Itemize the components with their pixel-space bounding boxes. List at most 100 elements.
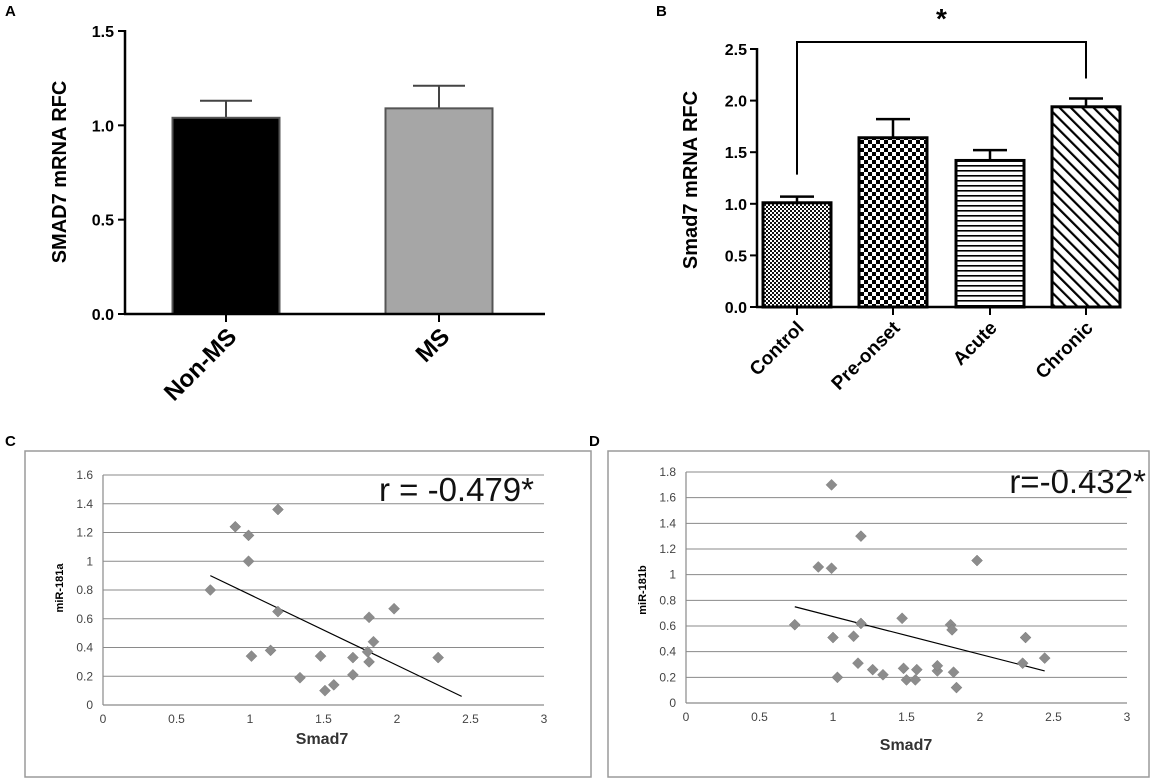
panel-c-y-tick-label: 1 [86,554,93,568]
panel-c-x-tick-label: 1 [247,712,254,726]
panel-d-data-point [855,530,867,543]
panel-b-y-tick-label: 1.5 [725,145,747,162]
panel-label-a: A [5,3,16,20]
panel-d-y-tick-label: 1.6 [659,491,676,505]
panel-c-data-point [242,555,255,568]
panel-c-x-axis-title: Smad7 [296,731,349,748]
panel-d-x-tick-label: 3 [1124,710,1131,724]
panel-c-y-tick-label: 1.4 [76,497,93,511]
panel-c-data-point [363,611,375,624]
panel-c-y-tick-label: 1.2 [76,526,93,540]
panel-b-bar [1050,105,1122,309]
panel-d-data-point [827,631,839,644]
panel-d-data-point [788,618,801,631]
panel-c-data-point [327,679,340,691]
panel-b-category-label: Pre-onset [828,317,905,394]
panel-c-data-point [314,650,327,662]
panel-d-data-point [855,617,867,630]
panel-d-x-axis-title: Smad7 [880,737,933,754]
panel-d-data-point [946,623,958,636]
panel-c-data-point [347,651,359,664]
panel-b-y-tick-label: 0.0 [725,300,747,317]
panel-a-category-label: MS [411,323,456,368]
panel-d-y-axis-title: miR-181b [637,565,649,615]
panel-d-x-tick-label: 1 [830,710,837,724]
panel-d-data-point [1016,657,1029,670]
panel-d-x-tick-label: 2 [977,710,984,724]
panel-d-y-tick-label: 1 [669,568,676,582]
panel-c-data-point [347,668,359,681]
panel-a-y-tick-label: 0.0 [92,307,114,324]
panel-d-data-point [877,668,889,681]
panel-b-y-tick-label: 2.5 [725,42,747,59]
panel-b-bar [857,136,929,309]
panel-d-data-point [847,630,860,643]
panel-a-category-label: Non-MS [159,323,242,406]
panel-b-category-label: Chronic [1032,317,1098,383]
panel-d-x-tick-label: 0.5 [751,710,768,724]
panel-b: B Smad7 mRNA RFC 0.0 0.5 1.0 1.5 2.0 2.5 * Co… [656,3,1122,395]
panel-d-correlation: r=-0.432* [1009,463,1146,500]
panel-d-x-tick-label: 2.5 [1045,710,1062,724]
panel-c-x-tick-label: 2.5 [462,712,479,726]
panel-d-data-point [931,659,944,672]
panel-d-y-tick-label: 0.4 [659,645,676,659]
panel-c-trendline [210,575,462,697]
panel-c-y-tick-label: 0.4 [76,641,93,655]
panel-b-y-tick-label: 0.5 [725,248,747,265]
panel-c-frame [24,450,592,778]
panel-c-y-tick-label: 0 [86,698,93,712]
panel-d-data-point [947,666,960,679]
panel-c-x-tick-label: 3 [541,712,548,726]
panel-b-bar [954,158,1026,309]
panel-a-y-axis-title: SMAD7 mRNA RFC [49,81,71,264]
panel-c-x-tick-label: 1.5 [315,712,332,726]
panel-d-data-point [812,561,825,573]
panel-c-y-tick-label: 0.8 [76,583,93,597]
panel-c-y-tick-label: 0.6 [76,612,93,626]
panel-c-x-tick-label: 0 [100,712,107,726]
panel-c-data-point [272,503,284,516]
panel-c-y-axis-title: miR-181a [54,563,66,613]
panel-a-bar [171,116,281,315]
panel-d-y-tick-label: 0.6 [659,619,676,633]
panel-d-data-point [900,674,913,686]
panel-d-x-tick-label: 1.5 [898,710,915,724]
panel-d-data-point [852,657,864,670]
panel-b-y-axis-title: Smad7 mRNA RFC [680,91,702,269]
panel-d-frame [607,450,1150,778]
panel-label-b: B [656,3,667,20]
panel-d-data-point [910,663,923,676]
panel-c-data-point [204,584,217,596]
panel-c-data-point [272,605,284,618]
panel-c-data-point [264,644,277,657]
panel-label-d: D [589,433,600,450]
panel-d-y-tick-label: 0.2 [659,670,676,684]
panel-a-y-tick-label: 1.0 [92,118,114,135]
panel-c-data-point [319,684,331,697]
panel-c-data-point [229,520,242,533]
panel-d-data-point [825,478,838,491]
panel-b-y-tick-label: 1.0 [725,197,747,214]
panel-d: D miR-181b Smad7 r=-0.432* 0 0.2 0.4 0.6 0.8… [589,433,1150,778]
panel-d-x-tick-label: 0 [683,710,690,724]
panel-d-data-point [831,671,844,684]
panel-c: C miR-181a Smad7 r = -0.479* 0 0.2 0.4 0.6 0… [5,433,592,778]
panel-label-c: C [5,433,16,450]
panel-a: A SMAD7 mRNA RFC 0.0 0.5 1.0 1.5 Non-MS MS [5,3,545,406]
panel-c-data-point [245,650,258,662]
panel-c-data-point [367,635,380,648]
panel-d-data-point [866,663,879,676]
panel-b-y-tick-label: 2.0 [725,94,747,111]
panel-d-data-point [825,562,838,575]
panel-c-y-tick-label: 1.6 [76,468,93,482]
panel-b-bar [761,201,833,309]
panel-c-data-point [388,602,400,615]
panel-d-data-point [909,674,922,686]
panel-d-data-point [971,554,983,567]
panel-c-data-point [361,645,374,658]
panel-d-y-tick-label: 0 [669,696,676,710]
panel-d-y-tick-label: 1.4 [659,516,676,530]
panel-c-y-tick-label: 0.2 [76,669,93,683]
